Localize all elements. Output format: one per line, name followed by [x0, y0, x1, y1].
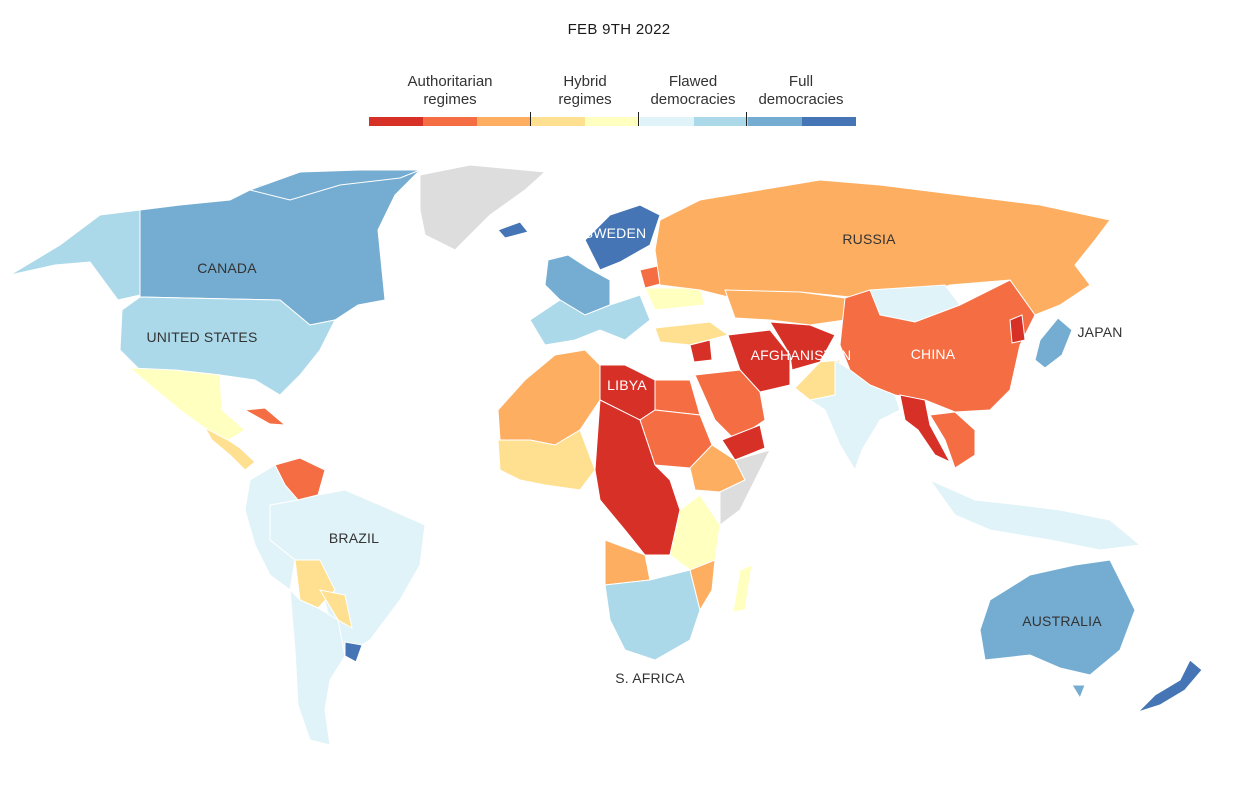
country-tasmania [1071, 684, 1086, 700]
country-paraguay [318, 589, 353, 629]
label-libya: LIBYA [607, 377, 647, 393]
legend-swatch [477, 117, 532, 126]
legend-swatch [801, 117, 856, 126]
region-southern-cone [289, 588, 346, 746]
legend-label-line1: Full [788, 73, 814, 90]
country-alaska [9, 209, 141, 301]
country-greenland [419, 164, 547, 251]
country-sweden [584, 204, 661, 271]
legend-label-line2: democracies [650, 91, 736, 108]
legend-label-line2: regimes [423, 91, 477, 108]
region-west-africa [497, 429, 596, 491]
legend-label-line1: Flawed [668, 73, 718, 90]
legend-swatch [693, 117, 748, 126]
country-saudi-arabia [694, 369, 766, 441]
label-china: CHINA [911, 346, 956, 362]
country-uruguay [344, 641, 363, 663]
region-eastern-europe [529, 294, 651, 346]
label-australia: AUSTRALIA [1022, 613, 1102, 629]
legend-label-full: Full democracies [726, 73, 876, 109]
island-arctic [248, 169, 421, 201]
country-syria [689, 339, 713, 363]
country-turkey [654, 321, 730, 346]
country-madagascar [732, 564, 753, 613]
label-russia: RUSSIA [842, 231, 896, 247]
label-united-states: UNITED STATES [147, 329, 258, 345]
legend-divider [638, 112, 639, 126]
legend-label-line2: democracies [758, 91, 844, 108]
legend-divider [530, 112, 531, 126]
legend-label-line2: regimes [558, 91, 612, 108]
legend-label-line1: Hybrid [563, 73, 607, 90]
legend-swatch [423, 117, 478, 126]
label-afghanistan: AFGHANISTAN [751, 347, 852, 363]
legend-divider [746, 112, 747, 126]
country-cuba [243, 407, 287, 426]
legend-swatch [369, 117, 424, 126]
map-date: FEB 9TH 2022 [567, 21, 671, 38]
region-indonesia [928, 478, 1142, 551]
legend-swatch [747, 117, 802, 126]
country-japan [1034, 317, 1073, 369]
legend-swatch [531, 117, 586, 126]
region-southern-africa [604, 569, 701, 661]
region-andean [244, 464, 299, 591]
country-north-korea [1009, 314, 1026, 344]
legend-label-hybrid: Hybrid regimes [510, 73, 660, 109]
country-united-states [119, 296, 336, 396]
legend-label-line1: Authoritarian [407, 73, 493, 90]
country-new-zealand [1137, 659, 1203, 713]
country-egypt [654, 379, 701, 416]
country-australia [979, 559, 1136, 676]
legend-swatch [639, 117, 694, 126]
country-yemen [721, 424, 766, 461]
country-mexico [128, 367, 246, 441]
label-canada: CANADA [197, 260, 257, 276]
label-sweden: SWEDEN [584, 225, 647, 241]
label-japan: JAPAN [1077, 324, 1122, 340]
label-south-africa: S. AFRICA [615, 670, 685, 686]
region-northwest-africa [497, 349, 601, 446]
legend-label-flawed: Flawed democracies [618, 73, 768, 109]
legend-swatch [585, 117, 640, 126]
country-russia [654, 179, 1111, 316]
legend-label-authoritarian: Authoritarian regimes [375, 73, 525, 109]
country-myanmar [899, 394, 952, 464]
country-mozambique [689, 559, 716, 612]
country-ukraine-area [644, 287, 706, 311]
country-india [808, 359, 901, 472]
legend-color-scale [369, 117, 856, 126]
region-central-america [203, 426, 256, 471]
country-iceland [497, 221, 529, 239]
region-central-asia [724, 289, 846, 326]
region-southeast-asia [929, 411, 976, 469]
label-brazil: BRAZIL [329, 530, 379, 546]
